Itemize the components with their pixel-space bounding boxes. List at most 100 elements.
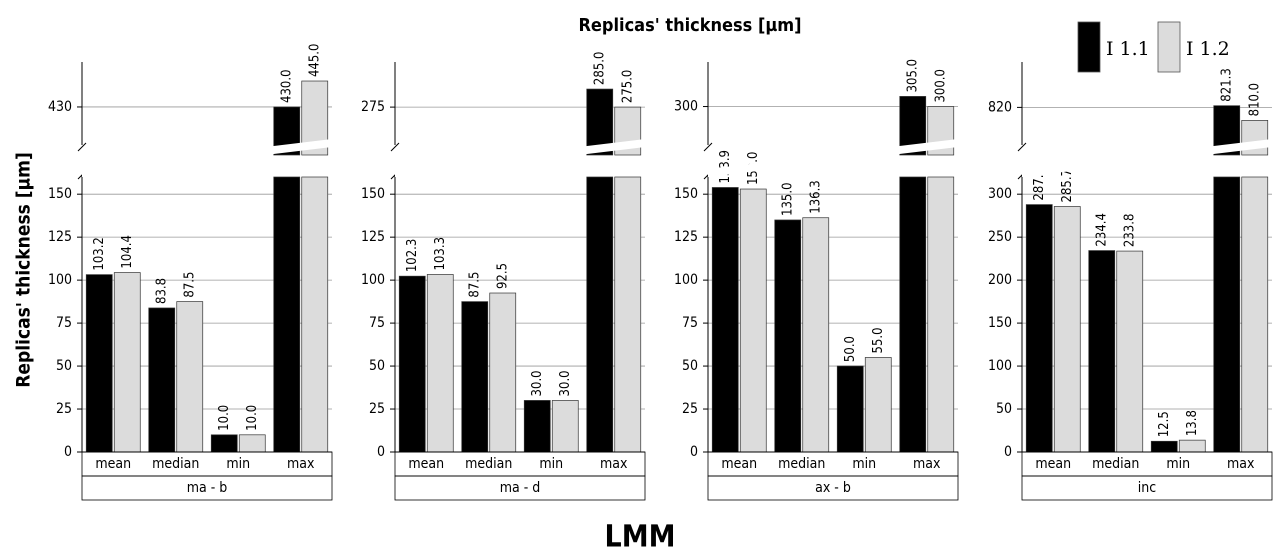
x-tick-label: max: [913, 456, 941, 472]
bar: [551, 400, 579, 453]
data-label: 305.0: [905, 59, 920, 92]
y-tick-label: 100: [361, 272, 385, 288]
data-label: 102.3: [405, 239, 420, 272]
group-label: ax - b: [815, 480, 851, 496]
y-tick-label: 150: [674, 186, 698, 202]
x-tick-label: min: [539, 456, 563, 472]
bar: [426, 274, 454, 453]
bar: [586, 88, 614, 156]
bar: [586, 176, 614, 453]
y-tick-label: 25: [56, 401, 72, 417]
y-tick-label: 100: [674, 272, 698, 288]
data-label: 87.5: [182, 272, 197, 298]
bar: [489, 292, 517, 453]
legend-swatch: [1077, 21, 1101, 73]
y-tick-label: 820: [988, 99, 1012, 115]
bar: [1053, 206, 1081, 453]
bar: [301, 176, 329, 453]
x-tick-label: mean: [1035, 456, 1071, 472]
bar: [1025, 204, 1053, 453]
bar: [113, 272, 141, 453]
bar-break: [395, 139, 645, 177]
y-tick-label: 300: [988, 186, 1012, 202]
data-label: 300.0: [933, 69, 948, 102]
bar: [864, 357, 892, 453]
group-label: ma - d: [500, 480, 541, 496]
y-tick-label: 100: [988, 358, 1012, 374]
bar: [85, 274, 113, 453]
data-label: 87.5: [467, 272, 482, 298]
data-label: 445.0: [307, 44, 322, 77]
x-tick-label: median: [778, 456, 825, 472]
group-box: [707, 475, 959, 501]
x-tick-label: mean: [95, 456, 131, 472]
x-tick-label: mean: [408, 456, 444, 472]
data-label: 104.4: [120, 235, 135, 268]
x-tick-label: min: [852, 456, 876, 472]
data-label: 821.3: [1219, 68, 1234, 101]
bar: [1116, 250, 1144, 453]
bar: [711, 187, 739, 453]
y-tick-label: 150: [988, 315, 1012, 331]
x-tick-label: min: [226, 456, 250, 472]
y-tick-label: 200: [988, 272, 1012, 288]
data-label: 285.7: [1060, 169, 1075, 202]
data-label: 10.0: [217, 405, 232, 431]
bar: [523, 400, 551, 453]
bar: [1178, 439, 1206, 453]
y-tick-label: 125: [361, 229, 385, 245]
x-tick-label: median: [1092, 456, 1139, 472]
y-tick-label: 0: [690, 444, 698, 460]
x-tick-label: median: [465, 456, 512, 472]
y-tick-label: 25: [682, 401, 698, 417]
data-label: 275.0: [620, 70, 635, 103]
y-tick-label: 50: [996, 401, 1012, 417]
bar-break: [708, 139, 958, 177]
y-tick-label: 150: [361, 186, 385, 202]
data-label: 92.5: [495, 263, 510, 289]
chart-title: Replicas' thickness [µm]: [578, 15, 801, 36]
y-tick-label: 50: [56, 358, 72, 374]
data-label: 30.0: [558, 370, 573, 396]
data-label: 13.8: [1185, 410, 1200, 436]
data-label: 103.3: [433, 237, 448, 270]
bar-break: [82, 139, 332, 177]
y-tick-label: 125: [48, 229, 72, 245]
bar: [273, 176, 301, 453]
data-label: 810.0: [1247, 83, 1262, 116]
y-tick-label: 430: [48, 99, 72, 115]
y-tick-label: 75: [56, 315, 72, 331]
data-label: 136.3: [808, 180, 823, 213]
y-tick-label: 275: [361, 99, 385, 115]
data-label: 233.8: [1122, 214, 1137, 247]
bar: [774, 219, 802, 453]
bar: [238, 434, 266, 453]
data-label: 103.2: [92, 237, 107, 270]
group-label: inc: [1138, 480, 1156, 496]
x-tick-label: mean: [721, 456, 757, 472]
y-axis-label: Replicas' thickness [µm]: [13, 152, 35, 388]
y-tick-label: 25: [369, 401, 385, 417]
y-tick-label: 100: [48, 272, 72, 288]
y-tick-label: 75: [682, 315, 698, 331]
data-label: 287.9: [1032, 167, 1047, 200]
bar: [1241, 176, 1269, 453]
bar: [927, 176, 955, 453]
x-tick-label: min: [1166, 456, 1190, 472]
data-label: 135.0: [780, 182, 795, 215]
bar: [739, 188, 767, 453]
group-box: [1021, 475, 1273, 501]
y-tick-label: 50: [682, 358, 698, 374]
data-label: 55.0: [871, 327, 886, 353]
group-box: [81, 475, 333, 501]
bar: [398, 275, 426, 453]
y-tick-label: 75: [369, 315, 385, 331]
bar: [210, 434, 238, 453]
legend-label: I 1.1: [1106, 38, 1150, 60]
y-tick-label: 0: [377, 444, 385, 460]
data-label: 50.0: [843, 336, 858, 362]
x-axis-label: LMM: [605, 520, 676, 552]
group-box: [394, 475, 646, 501]
group-label: ma - b: [187, 480, 228, 496]
